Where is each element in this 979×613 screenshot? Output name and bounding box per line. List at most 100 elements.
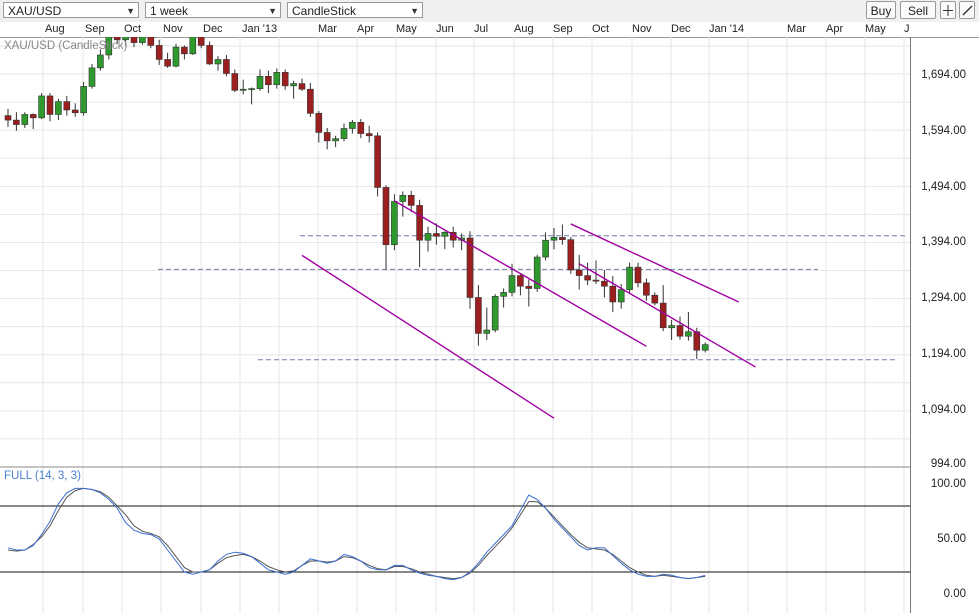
candle-down xyxy=(315,113,323,133)
oscillator-axis: 100.00 50.00 0.00 xyxy=(910,467,979,613)
candle-up xyxy=(685,331,692,337)
trend-channel-line xyxy=(578,263,756,368)
candle-down xyxy=(29,114,37,119)
candle-up xyxy=(256,75,264,89)
symbol-value: XAU/USD xyxy=(8,4,62,18)
candle-up xyxy=(441,232,449,237)
time-label: Apr xyxy=(357,23,375,35)
candle-down xyxy=(592,279,600,282)
time-label: Jun xyxy=(436,23,454,35)
candle-down xyxy=(609,285,617,303)
time-label: May xyxy=(396,23,417,35)
time-label: May xyxy=(865,23,886,35)
candle-down xyxy=(281,72,289,87)
oscillator-axis-label: 50.00 xyxy=(937,533,966,545)
time-label: Nov xyxy=(632,23,652,35)
time-label: Sep xyxy=(553,23,573,35)
price-label: 1,394.00 xyxy=(921,236,966,248)
price-label: 1,094.00 xyxy=(921,404,966,416)
symbol-dropdown[interactable]: XAU/USD ▼ xyxy=(3,2,139,18)
horizontal-levels xyxy=(158,235,905,361)
price-label: 1,694.00 xyxy=(921,69,966,81)
interval-value: 1 week xyxy=(150,4,189,18)
candle-down xyxy=(323,132,331,142)
candle-up xyxy=(189,37,197,55)
candle-down xyxy=(407,195,415,206)
time-label: Mar xyxy=(318,23,337,35)
chart-area[interactable] xyxy=(0,37,910,613)
stochastic-k-line xyxy=(7,487,706,581)
trend-channel-line xyxy=(394,200,647,347)
candle-down xyxy=(634,266,642,284)
candle-up xyxy=(500,292,507,297)
crosshair-tool-button[interactable] xyxy=(940,1,956,19)
sell-button[interactable]: Sell xyxy=(900,1,936,19)
candle-down xyxy=(181,46,188,55)
price-label: 1,494.00 xyxy=(921,181,966,193)
candle-up xyxy=(340,128,348,139)
time-label: Jul xyxy=(474,23,489,35)
candle-down xyxy=(659,302,667,329)
candle-down xyxy=(231,73,239,91)
oscillator-axis-label: 0.00 xyxy=(943,588,966,600)
time-label: Nov xyxy=(163,23,183,35)
candle-up xyxy=(542,239,549,258)
time-label: Dec xyxy=(671,23,691,35)
candle-up xyxy=(550,237,558,241)
candle-up xyxy=(617,289,625,303)
candle-down xyxy=(584,275,591,281)
channel-lines xyxy=(301,200,756,419)
price-label: 1,594.00 xyxy=(921,125,966,137)
candle-down xyxy=(223,59,230,74)
oscillator-axis-label: 100.00 xyxy=(930,478,966,490)
candle-down xyxy=(601,280,608,287)
candle-up xyxy=(349,122,356,129)
interval-dropdown[interactable]: 1 week ▼ xyxy=(145,2,281,18)
candle-up xyxy=(105,37,113,56)
price-label: 994.00 xyxy=(930,458,966,470)
candle-up xyxy=(248,88,255,90)
chevron-down-icon: ▼ xyxy=(410,6,419,16)
candle-down xyxy=(416,205,423,241)
candle-down xyxy=(71,109,79,114)
candle-down xyxy=(4,115,12,121)
candle-down xyxy=(517,275,524,287)
candle-down xyxy=(46,95,54,115)
crosshair-icon xyxy=(943,5,953,16)
oscillator-label: FULL (14, 3, 3) xyxy=(4,470,81,482)
candle-down xyxy=(466,237,474,298)
time-label: J xyxy=(904,23,910,35)
candle-down xyxy=(374,135,381,188)
candle-down xyxy=(559,237,566,240)
candle-down xyxy=(676,325,684,337)
candle-down xyxy=(651,294,659,304)
candle-down xyxy=(206,45,213,65)
candle-up xyxy=(290,83,297,87)
trend-channel-line xyxy=(301,254,555,419)
price-label: 1,194.00 xyxy=(921,348,966,360)
chart-style-dropdown[interactable]: CandleStick ▼ xyxy=(287,2,423,18)
candle-up xyxy=(273,72,281,86)
buy-button[interactable]: Buy xyxy=(866,1,896,19)
price-axis: 1,694.00 1,594.00 1,494.00 1,394.00 1,29… xyxy=(910,37,979,470)
candle-up xyxy=(391,201,398,246)
candle-down xyxy=(113,37,121,41)
candle-down xyxy=(307,88,314,114)
time-label: Sep xyxy=(85,23,105,35)
candle-up xyxy=(424,233,432,241)
time-label: Aug xyxy=(514,23,534,35)
draw-line-tool-button[interactable] xyxy=(959,1,975,19)
candle-down xyxy=(265,75,272,86)
candle-up xyxy=(626,266,633,290)
trend-channel-line xyxy=(570,223,740,303)
time-label: Mar xyxy=(787,23,806,35)
candle-down xyxy=(575,269,583,276)
grid xyxy=(0,37,910,613)
candle-up xyxy=(214,59,222,65)
time-axis: Aug Sep Oct Nov Dec Jan '13 Mar Apr May … xyxy=(0,22,979,38)
candle-up xyxy=(239,88,247,91)
candle-up xyxy=(172,46,180,67)
candle-down xyxy=(475,297,482,334)
time-label: Oct xyxy=(592,23,610,35)
candle-up xyxy=(668,325,675,329)
